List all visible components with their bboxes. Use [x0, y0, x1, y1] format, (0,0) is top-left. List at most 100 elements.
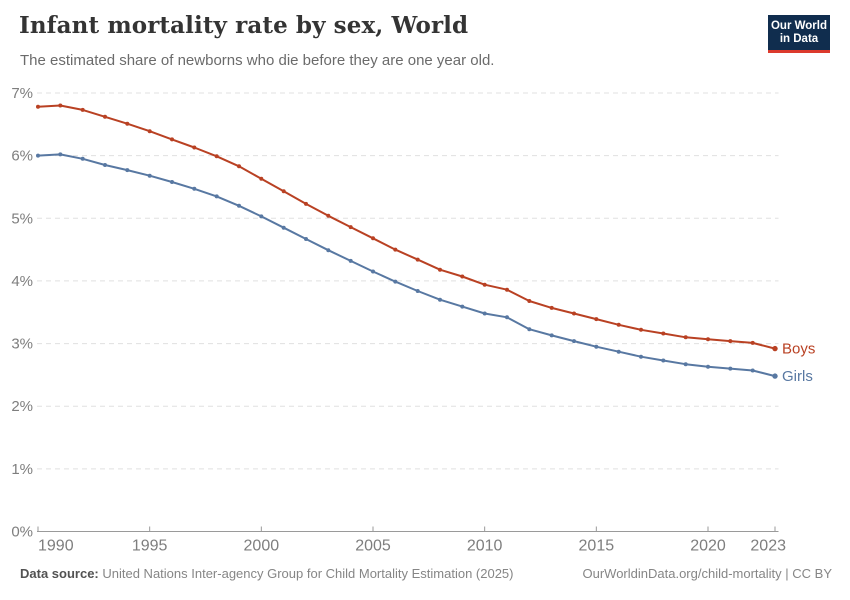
girls-point-2020[interactable] [706, 364, 710, 369]
girls-point-2005[interactable] [371, 269, 375, 274]
x-tick-label-2023: 2023 [750, 538, 786, 555]
series-label-boys[interactable]: Boys [782, 341, 815, 358]
girls-point-1991[interactable] [58, 152, 63, 157]
boys-point-2012[interactable] [527, 299, 532, 303]
owid-logo-accent-bar [768, 50, 830, 53]
boys-point-2018[interactable] [661, 331, 666, 336]
y-tick-label-6: 6% [11, 148, 33, 165]
girls-point-2022[interactable] [750, 368, 755, 373]
girls-point-2017[interactable] [639, 354, 643, 359]
boys-point-2009[interactable] [460, 274, 465, 279]
boys-point-2013[interactable] [549, 305, 554, 310]
boys-point-1990[interactable] [36, 104, 40, 109]
girls-point-2014[interactable] [572, 339, 576, 344]
girls-point-1992[interactable] [80, 156, 85, 161]
owid-logo-line1: Our World [770, 19, 827, 32]
y-tick-label-0: 0% [11, 524, 33, 541]
girls-point-1995[interactable] [147, 173, 152, 178]
y-tick-label-7: 7% [11, 85, 33, 102]
y-tick-label-2: 2% [11, 398, 33, 415]
boys-point-1993[interactable] [103, 114, 107, 119]
boys-point-2014[interactable] [572, 311, 576, 316]
girls-point-1996[interactable] [170, 180, 174, 184]
girls-point-2001[interactable] [281, 225, 286, 230]
boys-point-2003[interactable] [326, 213, 331, 218]
y-tick-label-4: 4% [11, 273, 33, 290]
girls-point-2009[interactable] [460, 304, 465, 309]
girls-point-2006[interactable] [393, 279, 398, 284]
owid-link[interactable]: OurWorldinData.org/child-mortality | CC … [582, 566, 833, 581]
boys-point-2007[interactable] [415, 257, 420, 262]
girls-point-2004[interactable] [348, 258, 353, 263]
girls-point-2019[interactable] [683, 362, 688, 367]
owid-logo-line2: in Data [779, 32, 819, 45]
series-label-girls[interactable]: Girls [782, 368, 813, 385]
boys-point-2016[interactable] [616, 322, 621, 327]
x-tick-label-2010: 2010 [467, 538, 503, 555]
boys-point-1995[interactable] [147, 129, 152, 134]
boys-point-2002[interactable] [304, 201, 308, 206]
boys-point-2000[interactable] [259, 176, 264, 181]
boys-point-2001[interactable] [281, 189, 286, 194]
girls-point-2003[interactable] [326, 248, 331, 253]
x-tick-label-1995: 1995 [132, 538, 168, 555]
boys-point-2008[interactable] [438, 267, 442, 272]
data-source-label: Data source: [20, 566, 99, 581]
y-tick-label-1: 1% [11, 461, 33, 478]
girls-point-2023[interactable] [772, 373, 778, 379]
y-tick-label-5: 5% [11, 210, 33, 227]
girls-point-2002[interactable] [304, 237, 308, 241]
girls-point-2008[interactable] [438, 297, 442, 302]
girls-point-2021[interactable] [728, 366, 733, 371]
boys-point-2006[interactable] [393, 247, 398, 252]
boys-point-1996[interactable] [170, 137, 174, 142]
chart-subtitle: The estimated share of newborns who die … [20, 52, 495, 69]
boys-point-1997[interactable] [192, 145, 197, 150]
girls-point-1990[interactable] [36, 153, 40, 158]
girls-point-1993[interactable] [103, 163, 107, 167]
x-tick-label-2005: 2005 [355, 538, 391, 555]
boys-point-1999[interactable] [237, 164, 241, 169]
girls-point-1994[interactable] [125, 168, 130, 173]
chart-title: Infant mortality rate by sex, World [19, 12, 469, 39]
boys-point-2017[interactable] [639, 327, 643, 332]
boys-point-1998[interactable] [214, 154, 219, 159]
boys-point-2023[interactable] [772, 345, 778, 352]
boys-line[interactable] [37, 104, 776, 350]
owid-logo[interactable]: Our World in Data [768, 15, 830, 53]
girls-point-1997[interactable] [192, 186, 197, 191]
girls-point-2010[interactable] [482, 311, 487, 316]
x-tick-label-1990: 1990 [38, 538, 74, 555]
girls-point-2015[interactable] [594, 344, 599, 349]
boys-point-2015[interactable] [594, 317, 599, 322]
girls-point-1998[interactable] [214, 194, 219, 199]
boys-point-2019[interactable] [683, 335, 688, 340]
x-tick-label-2020: 2020 [690, 538, 726, 555]
boys-point-2022[interactable] [750, 340, 755, 345]
boys-point-2021[interactable] [728, 339, 733, 344]
x-tick-label-2000: 2000 [244, 538, 280, 555]
boys-point-2020[interactable] [706, 337, 710, 342]
girls-point-2018[interactable] [661, 358, 666, 363]
boys-point-1992[interactable] [80, 107, 85, 112]
boys-point-2005[interactable] [371, 236, 375, 241]
boys-point-1991[interactable] [58, 103, 63, 108]
girls-point-2013[interactable] [549, 333, 554, 338]
girls-point-2012[interactable] [527, 327, 532, 332]
girls-point-2011[interactable] [505, 315, 509, 320]
boys-point-2010[interactable] [482, 282, 487, 287]
girls-point-2016[interactable] [616, 349, 621, 354]
girls-point-2007[interactable] [415, 289, 420, 293]
girls-point-2000[interactable] [259, 214, 264, 219]
x-tick-label-2015: 2015 [579, 538, 615, 555]
girls-point-1999[interactable] [237, 203, 241, 208]
girls-line[interactable] [37, 153, 776, 378]
data-source-note: Data source: United Nations Inter-agency… [20, 566, 514, 581]
data-source-text: United Nations Inter-agency Group for Ch… [98, 566, 514, 581]
boys-point-1994[interactable] [125, 121, 130, 126]
y-tick-label-3: 3% [11, 336, 33, 353]
boys-point-2004[interactable] [348, 225, 353, 230]
boys-point-2011[interactable] [505, 287, 509, 292]
